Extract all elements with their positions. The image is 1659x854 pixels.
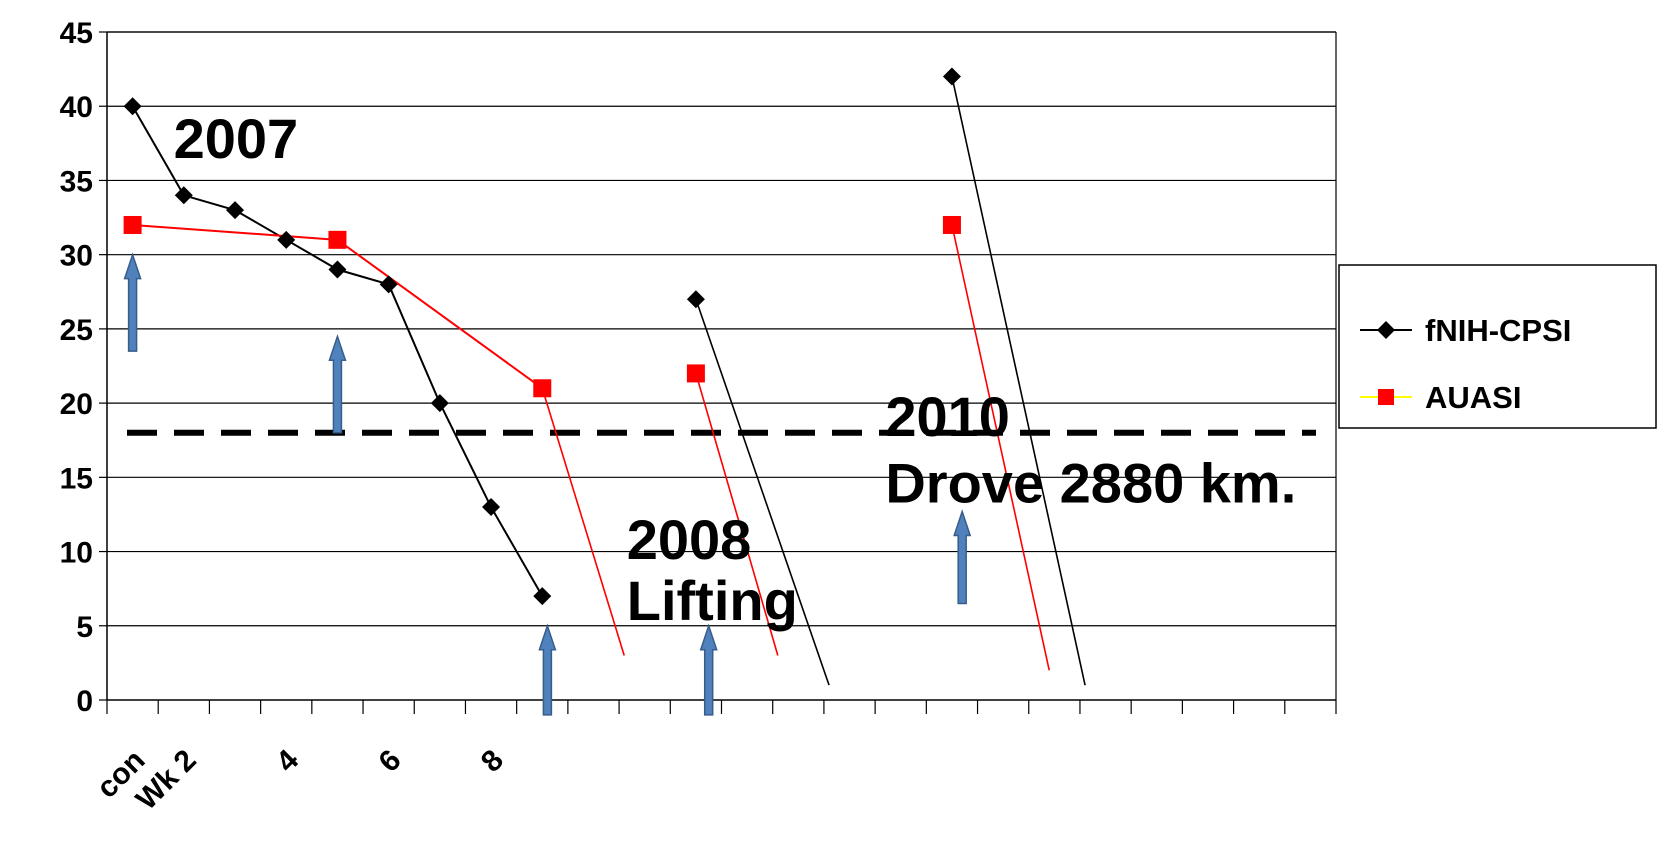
y-tick-label: 15 (60, 462, 93, 495)
y-tick-label: 5 (76, 611, 93, 644)
y-tick-label: 10 (60, 537, 93, 570)
data-point-0 (328, 260, 347, 279)
series-segment-1 (541, 388, 625, 656)
x-tick-label: 6 (372, 744, 407, 779)
y-tick-labels: 0 5 10 15 20 25 30 35 40 45 (60, 17, 93, 718)
data-point-0 (686, 290, 705, 309)
up-arrow (699, 623, 718, 716)
data-point-1 (123, 215, 142, 234)
data-point-1 (942, 215, 961, 234)
y-tick-label: 30 (60, 240, 93, 273)
series-segment-1 (695, 373, 779, 656)
x-tick-label: 8 (475, 744, 510, 779)
legend-marker-auasi (1378, 389, 1394, 405)
legend: fNIH-CPSI AUASI (1338, 264, 1657, 429)
y-tick-label: 40 (60, 91, 93, 124)
annotation-text: Lifting (627, 569, 798, 632)
legend-marker-fnih (1377, 321, 1395, 339)
y-tick-label: 20 (60, 388, 93, 421)
data-point-0 (123, 97, 142, 116)
data-point-0 (174, 186, 193, 205)
series-segment-0 (695, 298, 830, 686)
data-point-1 (328, 230, 347, 249)
data-point-0 (379, 275, 398, 294)
data-point-1 (686, 364, 705, 383)
annotation-text: 2010 (885, 385, 1010, 448)
y-tick-label: 35 (60, 165, 93, 198)
data-point-0 (226, 201, 245, 220)
data-point-0 (482, 498, 501, 517)
y-tick-label: 0 (76, 685, 93, 718)
y-tick-label: 25 (60, 314, 93, 347)
legend-label-fnih: fNIH-CPSI (1425, 313, 1571, 348)
up-arrow (953, 509, 972, 605)
annotation-text: 2007 (174, 107, 299, 170)
y-tick-label: 45 (60, 17, 93, 50)
series-segment-0 (951, 76, 1086, 686)
axes (99, 31, 1337, 714)
x-tick-label: Wk 2 (130, 744, 203, 817)
annotation-text: Drove 2880 km. (885, 452, 1296, 515)
legend-label-auasi: AUASI (1425, 380, 1521, 415)
data-point-0 (277, 230, 296, 249)
event-arrows (123, 252, 972, 716)
x-tick-label: 4 (270, 743, 305, 778)
up-arrow (123, 252, 142, 352)
data-point-0 (533, 587, 552, 606)
data-point-0 (430, 394, 449, 413)
data-point-1 (533, 379, 552, 398)
up-arrow (328, 333, 347, 434)
up-arrow (538, 623, 557, 716)
series-markers (123, 67, 961, 606)
data-point-0 (942, 67, 961, 86)
series-segment-1 (951, 224, 1051, 671)
annotation-text: 2008 (627, 508, 752, 571)
